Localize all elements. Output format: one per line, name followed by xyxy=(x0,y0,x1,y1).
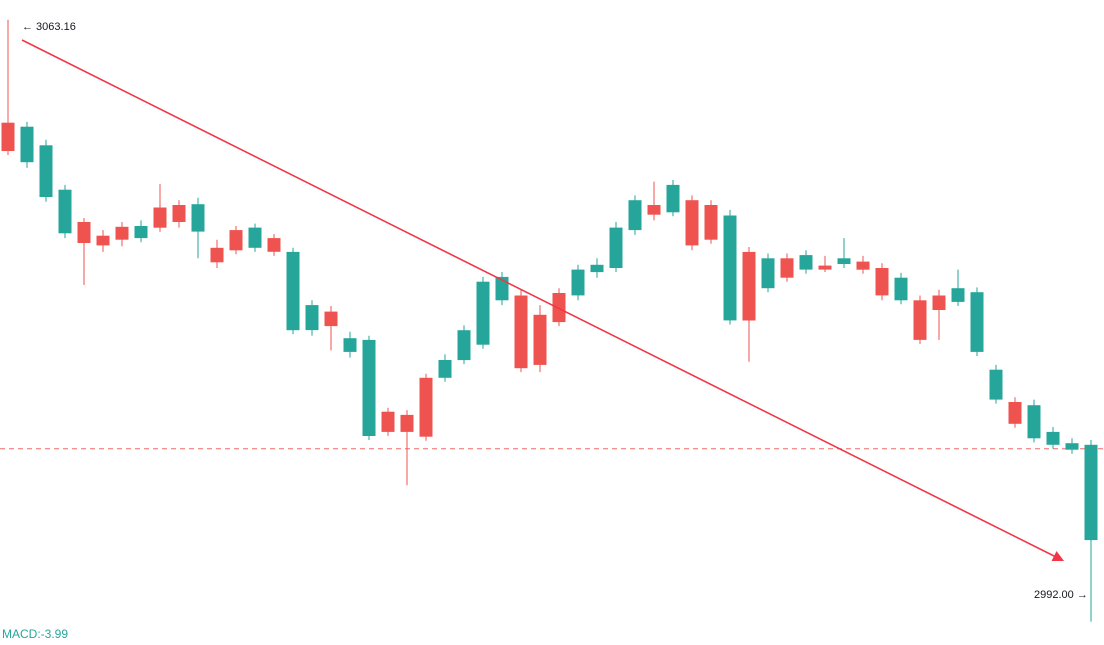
candle-body[interactable] xyxy=(39,145,53,197)
candle-body[interactable] xyxy=(571,269,585,296)
candle-body[interactable] xyxy=(419,377,433,437)
candle-body[interactable] xyxy=(818,265,832,270)
candle-body[interactable] xyxy=(951,288,965,302)
candle-body[interactable] xyxy=(58,189,72,234)
candle-body[interactable] xyxy=(1046,431,1060,445)
price-low-label: 2992.00 → xyxy=(1034,589,1088,601)
candle-body[interactable] xyxy=(438,360,452,378)
candle-body[interactable] xyxy=(77,222,91,243)
candle-body[interactable] xyxy=(856,261,870,270)
candle-body[interactable] xyxy=(913,300,927,340)
candle-body[interactable] xyxy=(400,414,414,432)
candle-body[interactable] xyxy=(134,226,148,239)
candle-body[interactable] xyxy=(590,264,604,273)
candle-body[interactable] xyxy=(305,305,319,331)
candle-body[interactable] xyxy=(685,200,699,246)
candle-body[interactable] xyxy=(1084,444,1098,541)
candle-body[interactable] xyxy=(970,292,984,352)
candle-body[interactable] xyxy=(989,369,1003,400)
candle-body[interactable] xyxy=(495,276,509,301)
candle-body[interactable] xyxy=(761,258,775,289)
candle-body[interactable] xyxy=(362,339,376,436)
candle-body[interactable] xyxy=(1065,443,1079,450)
candle-body[interactable] xyxy=(191,204,205,232)
candle-body[interactable] xyxy=(894,277,908,301)
candle-body[interactable] xyxy=(267,238,281,252)
candle-body[interactable] xyxy=(552,293,566,323)
candle-body[interactable] xyxy=(704,205,718,240)
candle-body[interactable] xyxy=(324,311,338,327)
candle-body[interactable] xyxy=(457,330,471,361)
candle-body[interactable] xyxy=(210,247,224,263)
candle-body[interactable] xyxy=(229,230,243,251)
candle-body[interactable] xyxy=(343,338,357,352)
trend-arrow[interactable] xyxy=(21,39,1065,562)
price-high-label: ← 3063.16 xyxy=(22,21,76,33)
candle-body[interactable] xyxy=(799,255,813,270)
candle-body[interactable] xyxy=(932,295,946,311)
candle-body[interactable] xyxy=(837,258,851,264)
candle-body[interactable] xyxy=(1,122,15,151)
candle-body[interactable] xyxy=(476,281,490,345)
candle-body[interactable] xyxy=(172,205,186,222)
candle-body[interactable] xyxy=(723,215,737,321)
candle-body[interactable] xyxy=(153,207,167,228)
candle-body[interactable] xyxy=(742,251,756,321)
candle-body[interactable] xyxy=(533,314,547,365)
candle-body[interactable] xyxy=(115,226,129,240)
candle-body[interactable] xyxy=(514,295,528,369)
candle-body[interactable] xyxy=(628,200,642,231)
candle-body[interactable] xyxy=(609,227,623,268)
candle-body[interactable] xyxy=(666,184,680,213)
macd-value-label: MACD:-3.99 xyxy=(2,627,69,641)
candle-body[interactable] xyxy=(647,205,661,215)
candle-body[interactable] xyxy=(96,235,110,246)
candle-body[interactable] xyxy=(875,268,889,296)
candle-body[interactable] xyxy=(286,251,300,331)
candle-body[interactable] xyxy=(1008,402,1022,424)
candle-body[interactable] xyxy=(780,258,794,278)
candle-body[interactable] xyxy=(20,126,34,163)
candle-body[interactable] xyxy=(1027,405,1041,439)
candle-body[interactable] xyxy=(381,411,395,432)
candle-body[interactable] xyxy=(248,227,262,248)
